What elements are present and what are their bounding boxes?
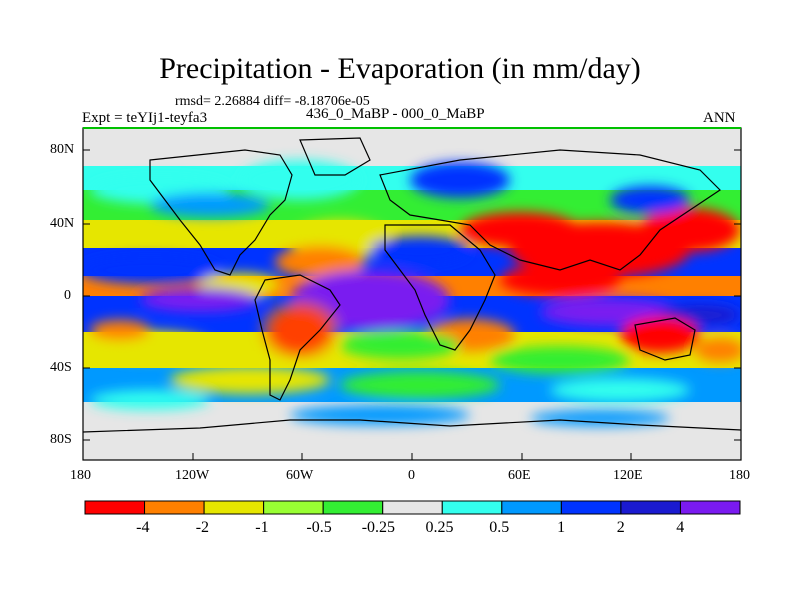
- colorbar-swatch: [441, 500, 503, 515]
- colorbar-swatch: [263, 500, 324, 515]
- lat-tick-label: 40N: [50, 216, 75, 231]
- lon-tick-label: 180: [70, 468, 91, 483]
- lon-tick-label: 180: [729, 468, 750, 483]
- lon-tick-label: 120W: [175, 468, 210, 483]
- colorbar: [84, 500, 741, 515]
- colorbar-label: -0.5: [306, 519, 332, 536]
- colorbar-swatch: [620, 500, 681, 515]
- colorbar-label: 0.5: [489, 519, 510, 536]
- colorbar-label: 2: [616, 519, 625, 536]
- experiment-label: Expt = teYIj1-teyfa3: [82, 110, 208, 126]
- lat-tick-label: 40S: [50, 360, 72, 375]
- colorbar-swatch: [84, 500, 146, 515]
- colorbar-label: 1: [557, 519, 566, 536]
- colorbar-label: -0.25: [361, 519, 396, 536]
- lon-tick-label: 60W: [286, 468, 314, 483]
- lon-tick-label: 120E: [613, 468, 643, 483]
- lat-tick-label: 80N: [50, 142, 75, 157]
- colorbar-swatch: [382, 500, 443, 515]
- colorbar-label: 0.25: [425, 519, 454, 536]
- coastlines: [83, 137, 741, 433]
- lon-tick-label: 60E: [508, 468, 531, 483]
- lat-tick-label: 80S: [50, 432, 72, 447]
- colorbar-label: -1: [255, 519, 269, 536]
- map-title: Precipitation - Evaporation (in mm/day): [159, 52, 641, 85]
- lon-tick-label: 0: [408, 468, 415, 483]
- lat-tick-label: 0: [64, 288, 71, 303]
- colorbar-swatch: [560, 500, 622, 515]
- period-label: 436_0_MaBP - 000_0_MaBP: [306, 106, 485, 122]
- field-layer: [83, 128, 741, 460]
- stats-line: rmsd= 2.26884 diff= -8.18706e-05: [175, 94, 370, 109]
- season-label: ANN: [703, 110, 736, 126]
- colorbar-swatch: [501, 500, 562, 515]
- colorbar-swatch: [322, 500, 384, 515]
- colorbar-swatch: [144, 500, 205, 515]
- colorbar-swatch: [203, 500, 265, 515]
- colorbar-label: -4: [136, 519, 150, 536]
- colorbar-label: 4: [676, 519, 685, 536]
- arctic-band: [83, 128, 741, 166]
- colorbar-swatch: [679, 500, 741, 515]
- colorbar-label: -2: [195, 519, 210, 536]
